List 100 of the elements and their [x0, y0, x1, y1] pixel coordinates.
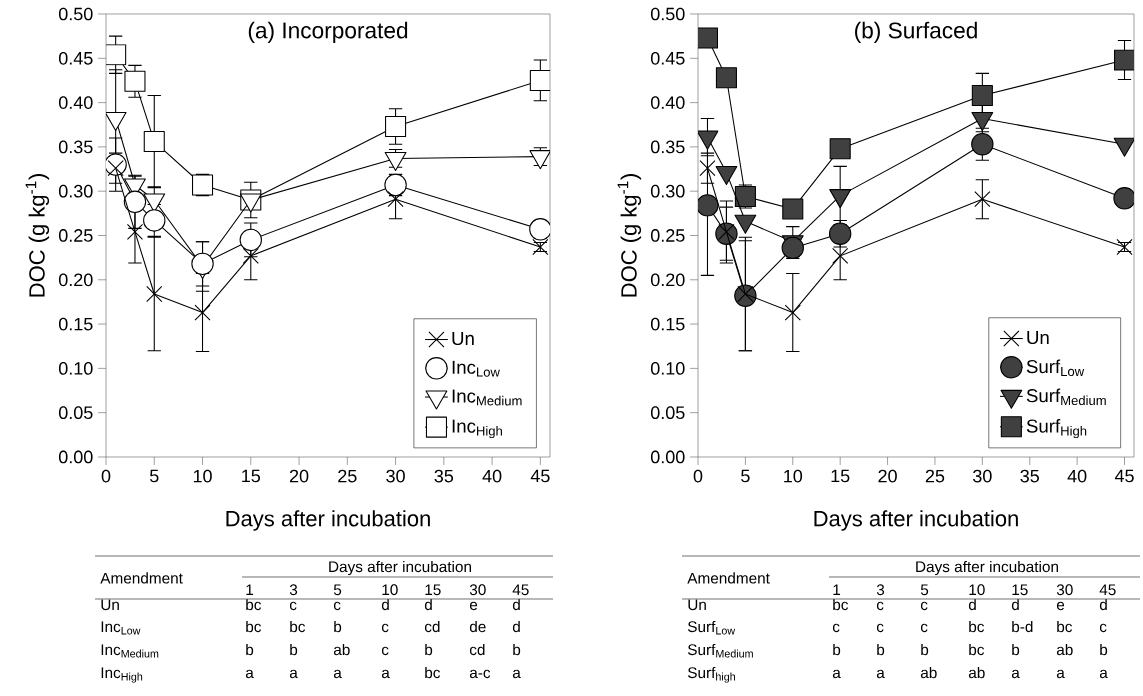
- point: [1116, 238, 1133, 256]
- point: [143, 131, 165, 153]
- text: 10: [382, 584, 398, 596]
- y-tick-label: 0.35: [650, 140, 685, 154]
- text: b: [921, 643, 929, 656]
- point: [829, 138, 851, 160]
- x-tick-label: 40: [482, 469, 502, 483]
- text: b: [334, 620, 342, 633]
- text: bc: [969, 620, 985, 633]
- y-tick-label: 0.10: [650, 362, 685, 375]
- text: c: [333, 601, 341, 611]
- point: [194, 304, 211, 321]
- legend-label: Inc$_{Medium}$: [452, 389, 522, 406]
- text: a: [512, 669, 521, 679]
- text: a: [876, 669, 885, 679]
- point: [698, 194, 719, 217]
- text: bc: [1057, 620, 1073, 633]
- text: e: [1056, 601, 1065, 611]
- text: a: [245, 669, 254, 679]
- point: [1113, 49, 1134, 71]
- x-tick-label: 10: [193, 469, 212, 483]
- point: [699, 160, 716, 177]
- y-tick-label: 0.20: [58, 273, 93, 287]
- legend-label: Surf$_{High}$: [1026, 419, 1087, 439]
- point: [124, 70, 146, 92]
- point: [782, 198, 804, 220]
- text: ab: [968, 666, 985, 679]
- text: e: [469, 601, 478, 611]
- text: bc: [833, 598, 849, 611]
- y-tick-label: 0.45: [58, 51, 93, 65]
- legend-label: Inc$_{High}$: [452, 419, 502, 439]
- y-tick-label: 0.40: [650, 96, 685, 109]
- x-tick-label: 25: [338, 469, 357, 483]
- text: 30: [1056, 584, 1073, 596]
- point: [971, 84, 993, 107]
- text: Surf$_{Low}$: [687, 620, 736, 635]
- point: [385, 115, 407, 138]
- y-axis-title: DOC (g kg$^{-1}$): [617, 174, 642, 297]
- text: 30: [469, 584, 486, 596]
- text: 3: [289, 584, 298, 596]
- text: Un: [101, 599, 119, 611]
- text: Surf$_{high}$: [687, 666, 735, 683]
- point: [532, 238, 549, 256]
- text: c: [876, 623, 884, 633]
- x-axis-title: Days after incubation: [814, 510, 1018, 531]
- point: [123, 190, 147, 214]
- text: Surf$_{Medium}$: [687, 643, 753, 658]
- text: Amendment: [100, 572, 183, 584]
- text: b: [246, 643, 254, 656]
- point: [143, 209, 166, 232]
- text: Inc$_{High}$: [101, 667, 143, 683]
- x-tick-label: 45: [530, 469, 550, 483]
- text: ab: [1056, 643, 1073, 656]
- text: bc: [969, 643, 985, 656]
- y-tick-label: 0.50: [58, 7, 93, 21]
- x-tick-label: 35: [1020, 469, 1039, 483]
- text: b: [425, 643, 433, 656]
- text: c: [920, 601, 928, 611]
- text: c: [832, 623, 840, 633]
- text: Days after incubation: [329, 560, 471, 576]
- text: d: [1099, 598, 1107, 611]
- y-tick-label: 0.45: [650, 51, 685, 65]
- text: c: [920, 623, 928, 633]
- legend-label: Surf$_{Medium}$: [1026, 388, 1106, 406]
- y-tick-label: 0.05: [650, 406, 685, 420]
- x-tick-label: 30: [386, 469, 405, 483]
- point: [828, 222, 852, 245]
- legend-label: Surf$_{Low}$: [1026, 359, 1085, 377]
- text: c: [381, 623, 389, 633]
- text: 1: [833, 584, 841, 595]
- text: a: [1056, 669, 1065, 679]
- text: b: [513, 643, 521, 656]
- x-tick-label: 15: [831, 469, 850, 483]
- text: d: [512, 598, 520, 611]
- x-tick-label: 25: [925, 469, 945, 483]
- text: ab: [920, 666, 937, 679]
- y-tick-label: 0.05: [58, 406, 93, 420]
- point: [974, 191, 991, 208]
- x-tick-label: 20: [289, 469, 309, 483]
- y-tick-label: 0.00: [58, 450, 93, 464]
- text: d: [381, 598, 389, 611]
- point: [191, 252, 214, 276]
- text: Amendment: [687, 572, 770, 584]
- text: d: [424, 598, 432, 611]
- y-tick-label: 0.10: [58, 362, 93, 375]
- x-tick-label: 35: [434, 469, 454, 483]
- x-tick-label: 5: [741, 469, 750, 483]
- legend-label: Un: [452, 332, 474, 346]
- text: b: [1100, 643, 1108, 656]
- x-tick-label: 45: [1114, 469, 1134, 483]
- y-tick-label: 0.15: [58, 317, 93, 331]
- text: a: [289, 669, 298, 679]
- text: a: [381, 669, 390, 679]
- y-tick-label: 0.25: [58, 229, 93, 242]
- text: b-d: [1012, 620, 1033, 633]
- chart-title: (a) Incorporated: [248, 21, 408, 43]
- point: [126, 223, 144, 241]
- text: a: [1011, 669, 1020, 679]
- text: bc: [246, 620, 262, 633]
- text: c: [1099, 623, 1107, 633]
